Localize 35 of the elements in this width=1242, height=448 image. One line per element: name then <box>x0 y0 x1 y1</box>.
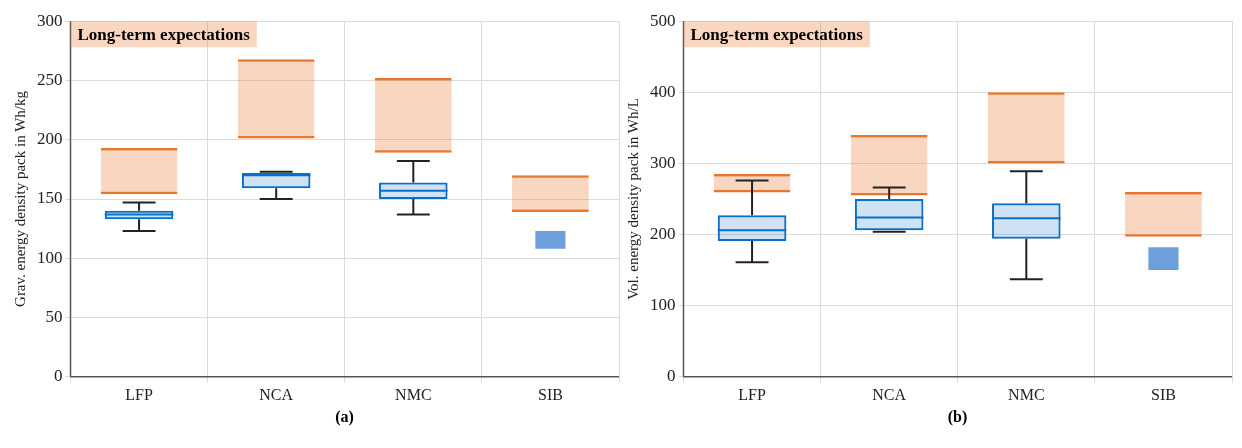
series-label: Long-term expectations <box>77 24 251 44</box>
bar <box>100 148 178 195</box>
x-tick-label: LFP <box>738 385 766 403</box>
y-tick-label: 200 <box>37 129 63 149</box>
y-tick-label: 400 <box>650 81 676 101</box>
x-tick-label: NCA <box>259 385 294 403</box>
y-tick-label: 100 <box>37 247 63 267</box>
y-axis-title: Grav. energy density pack in Wh/kg <box>11 90 28 307</box>
text: (b) <box>946 408 969 426</box>
bar <box>535 231 566 249</box>
x-tick-label: SIB <box>537 385 563 403</box>
y-tick-label: 300 <box>37 10 63 30</box>
y-tick-label: 150 <box>37 188 63 208</box>
bar <box>512 175 589 213</box>
x-tick-label: NCA <box>872 385 907 403</box>
y-tick-label: 0 <box>54 366 63 386</box>
y-tick-label: 200 <box>650 224 676 244</box>
bar <box>1148 247 1179 271</box>
y-tick-label: 500 <box>650 10 676 30</box>
text: (a) <box>334 408 355 426</box>
y-tick-label: 300 <box>650 152 676 172</box>
bar <box>1125 191 1202 237</box>
y-tick-label: 50 <box>45 307 63 326</box>
bar <box>374 78 452 153</box>
y-tick-label: 0 <box>667 366 676 386</box>
y-tick-label: 100 <box>650 295 676 315</box>
x-tick-label: LFP <box>125 385 153 403</box>
y-axis-title: Vol. energy density pack in Wh/L <box>624 98 641 300</box>
text: Long-term expectations <box>690 24 864 44</box>
y-tick-label: 250 <box>37 69 63 89</box>
bar <box>237 59 315 139</box>
x-tick-label: SIB <box>1150 385 1176 403</box>
x-tick-label: NMC <box>1008 385 1045 403</box>
x-tick-label: NMC <box>395 385 432 403</box>
bar <box>987 92 1065 164</box>
